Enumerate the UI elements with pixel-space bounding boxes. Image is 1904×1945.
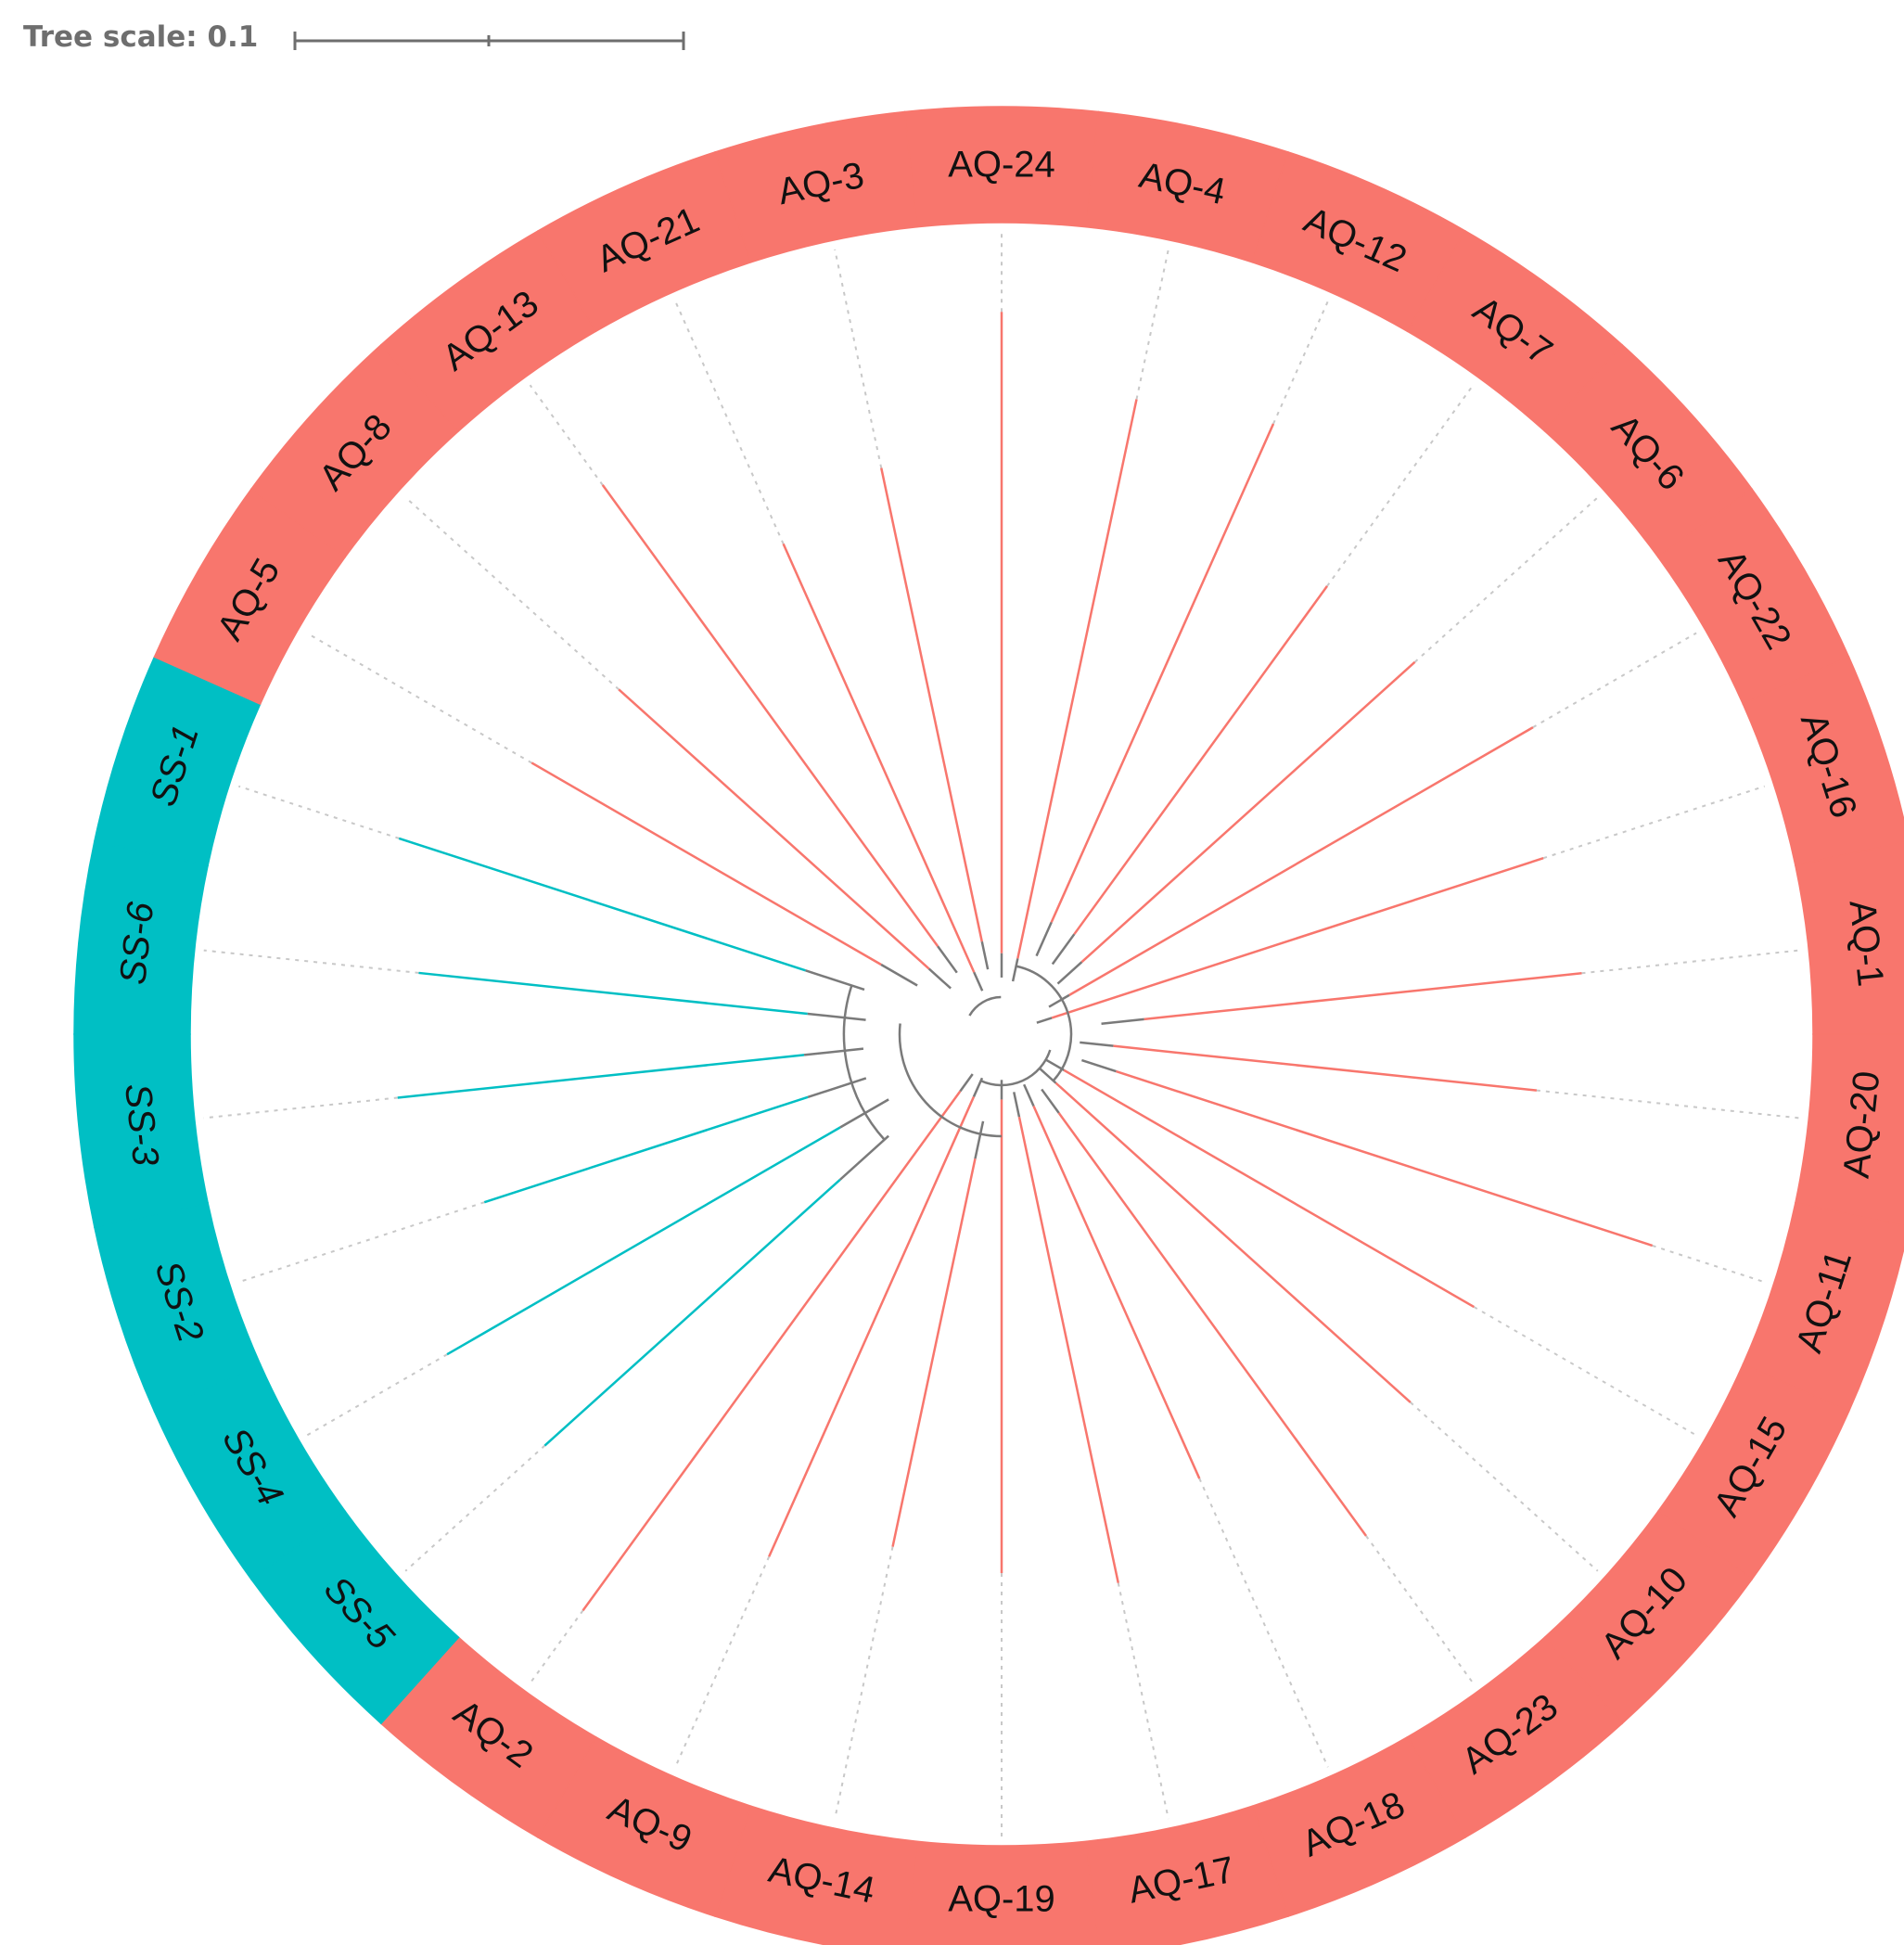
inner-branch-aq-5 bbox=[880, 963, 918, 987]
inner-branch-aq-17 bbox=[1013, 1092, 1021, 1118]
leaf-label-aq-1: AQ-1 bbox=[1842, 898, 1892, 988]
branch-aq-20 bbox=[1113, 1044, 1538, 1092]
branch-aq-21 bbox=[782, 543, 976, 973]
inner-branch-aq-16 bbox=[1036, 1017, 1053, 1024]
branch-ss-2 bbox=[483, 1095, 809, 1204]
inner-branch-aq-7 bbox=[1051, 933, 1076, 966]
branch-aq-12 bbox=[1050, 423, 1275, 923]
inner-branch-ss-1 bbox=[805, 969, 865, 992]
branch-aq-14 bbox=[891, 1158, 977, 1547]
group-color-ring bbox=[73, 106, 1904, 1945]
leaf-label-aq-19: AQ-19 bbox=[948, 1879, 1055, 1920]
branch-aq-11 bbox=[1116, 1069, 1654, 1248]
guide-line-aq-15 bbox=[1473, 1306, 1697, 1437]
branch-ss-1 bbox=[398, 837, 806, 972]
leaf-label-ss-6: SS-6 bbox=[112, 900, 161, 987]
guide-line-aq-12 bbox=[1272, 301, 1329, 425]
inner-branch-aq-8 bbox=[927, 967, 952, 990]
guide-line-aq-20 bbox=[1536, 1089, 1800, 1120]
branch-aq-22 bbox=[1068, 726, 1534, 996]
inner-branch-aq-22 bbox=[1048, 993, 1070, 1008]
inner-branch-aq-4 bbox=[1011, 958, 1019, 982]
guide-line-aq-14 bbox=[834, 1546, 894, 1820]
guide-line-aq-10 bbox=[1410, 1401, 1599, 1572]
guide-line-ss-4 bbox=[306, 1353, 448, 1437]
leaf-label-aq-24: AQ-24 bbox=[948, 145, 1055, 186]
guide-line-aq-11 bbox=[1652, 1245, 1765, 1284]
tree-branches bbox=[397, 312, 1654, 1612]
inner-branch-aq-20 bbox=[1080, 1041, 1114, 1047]
guide-line-aq-7 bbox=[1326, 384, 1475, 587]
guide-line-ss-6 bbox=[203, 949, 419, 974]
guide-line-aq-3 bbox=[834, 249, 883, 468]
label-guide-lines bbox=[203, 232, 1800, 1836]
inner-arc-clade-a bbox=[1016, 965, 1073, 1082]
branch-aq-8 bbox=[618, 688, 930, 970]
inner-arc-clade-d bbox=[968, 995, 1002, 1017]
tree-scale-bar bbox=[293, 32, 685, 50]
ring-segment-aq-3 bbox=[714, 110, 918, 263]
branch-aq-23 bbox=[1057, 1112, 1367, 1537]
branch-aq-9 bbox=[768, 1095, 976, 1557]
guide-line-aq-23 bbox=[1365, 1535, 1475, 1684]
guide-line-aq-13 bbox=[529, 384, 604, 486]
branch-aq-2 bbox=[581, 1090, 962, 1612]
branch-aq-15 bbox=[1063, 1068, 1475, 1309]
branch-ss-5 bbox=[543, 1178, 841, 1447]
guide-line-aq-18 bbox=[1198, 1478, 1329, 1768]
branch-aq-5 bbox=[530, 761, 882, 966]
inner-branch-aq-14 bbox=[974, 1120, 985, 1159]
guide-line-aq-9 bbox=[674, 1555, 771, 1768]
inner-branch-aq-2 bbox=[959, 1073, 974, 1093]
branch-ss-3 bbox=[397, 1054, 805, 1099]
leaf-label-ss-3: SS-3 bbox=[117, 1081, 166, 1168]
branch-ss-6 bbox=[418, 971, 808, 1016]
inner-branch-aq-12 bbox=[1035, 921, 1053, 957]
branch-aq-18 bbox=[1032, 1106, 1201, 1479]
guide-line-aq-2 bbox=[529, 1609, 584, 1684]
inner-branch-ss-5 bbox=[839, 1134, 889, 1181]
branch-aq-16 bbox=[1051, 857, 1544, 1019]
branch-aq-7 bbox=[1073, 585, 1328, 935]
inner-branch-aq-1 bbox=[1101, 1017, 1144, 1025]
branch-aq-10 bbox=[1054, 1081, 1412, 1403]
guide-line-ss-1 bbox=[238, 785, 400, 839]
guide-line-aq-17 bbox=[1117, 1582, 1169, 1820]
guide-line-aq-21 bbox=[674, 301, 785, 544]
tree-scale-label: Tree scale: 0.1 bbox=[23, 20, 259, 54]
guide-line-ss-2 bbox=[238, 1201, 485, 1284]
branch-aq-13 bbox=[601, 484, 939, 947]
inner-branch-aq-13 bbox=[937, 945, 958, 974]
inner-branch-aq-15 bbox=[1044, 1058, 1065, 1071]
inner-branch-aq-18 bbox=[1023, 1083, 1035, 1107]
inner-branch-aq-23 bbox=[1041, 1088, 1060, 1114]
branch-aq-17 bbox=[1017, 1116, 1119, 1583]
inner-branch-aq-9 bbox=[972, 1077, 984, 1097]
branch-aq-3 bbox=[880, 467, 984, 942]
guide-line-aq-4 bbox=[1135, 249, 1169, 400]
inner-branch-aq-3 bbox=[980, 941, 990, 970]
guide-line-aq-22 bbox=[1532, 632, 1697, 729]
guide-line-ss-3 bbox=[203, 1096, 398, 1120]
guide-line-aq-5 bbox=[306, 632, 532, 764]
inner-branch-aq-6 bbox=[1056, 961, 1083, 985]
inner-branch-aq-21 bbox=[973, 971, 984, 992]
guide-line-aq-16 bbox=[1542, 785, 1765, 860]
branch-aq-4 bbox=[1016, 399, 1138, 959]
branch-ss-4 bbox=[446, 1126, 841, 1356]
inner-branch-ss-6 bbox=[807, 1012, 866, 1021]
guide-line-aq-8 bbox=[404, 496, 620, 691]
inner-arc-clade-c bbox=[898, 1023, 1003, 1138]
inner-arc-ss-clade bbox=[842, 985, 886, 1141]
inner-arc-clade-b bbox=[980, 1049, 1052, 1087]
guide-line-aq-6 bbox=[1413, 496, 1599, 663]
inner-branch-ss-3 bbox=[803, 1047, 864, 1056]
branch-aq-6 bbox=[1080, 660, 1416, 964]
guide-line-ss-5 bbox=[404, 1444, 546, 1572]
guide-line-aq-1 bbox=[1581, 949, 1800, 975]
inner-branch-ss-2 bbox=[807, 1077, 867, 1099]
inner-branch-aq-11 bbox=[1081, 1058, 1117, 1073]
branch-aq-1 bbox=[1144, 972, 1582, 1021]
